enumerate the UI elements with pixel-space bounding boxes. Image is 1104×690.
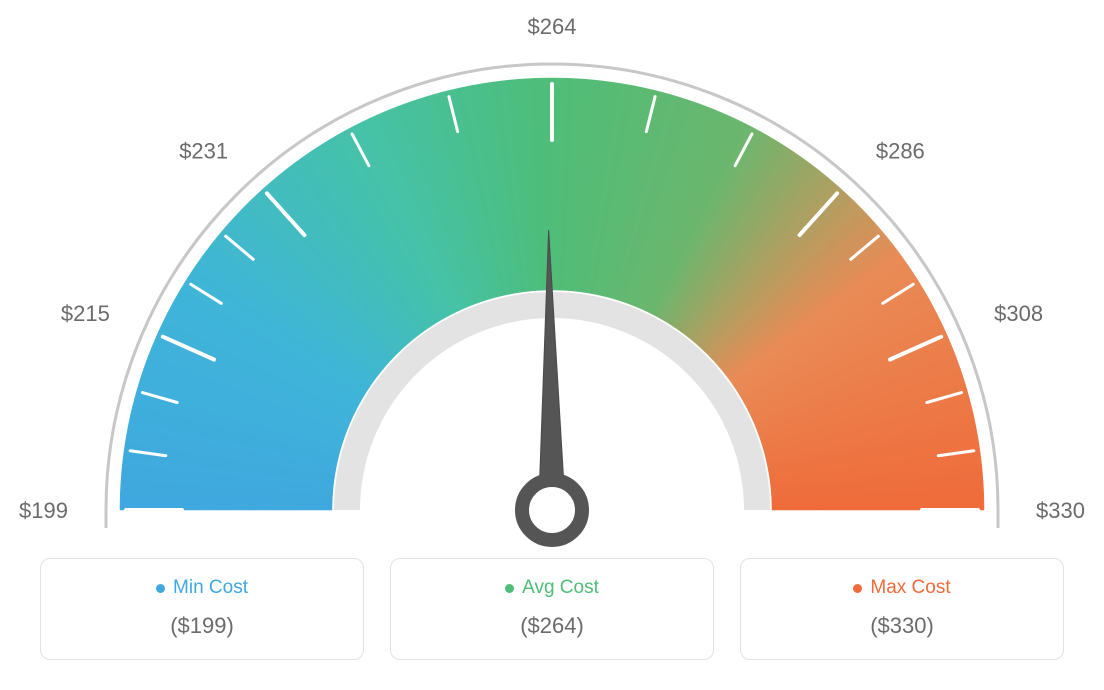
gauge-hub [522, 480, 582, 540]
gauge-svg: $199 $215 $231 $264 $286 $308 $330 [0, 0, 1104, 560]
max-cost-title: Max Cost [853, 577, 950, 599]
avg-cost-value: ($264) [401, 613, 703, 639]
gauge-tick-label: $215 [61, 301, 110, 326]
avg-cost-label: Avg Cost [522, 577, 599, 599]
min-cost-card: Min Cost ($199) [40, 558, 364, 660]
summary-cards: Min Cost ($199) Avg Cost ($264) Max Cost… [40, 558, 1064, 660]
dot-icon [505, 584, 514, 593]
min-cost-value: ($199) [51, 613, 353, 639]
gauge-tick-label: $286 [876, 138, 925, 163]
cost-gauge: $199 $215 $231 $264 $286 $308 $330 [0, 0, 1104, 560]
max-cost-value: ($330) [751, 613, 1053, 639]
gauge-tick-label: $264 [528, 14, 577, 39]
min-cost-label: Min Cost [173, 577, 248, 599]
gauge-tick-label: $199 [19, 498, 68, 523]
dot-icon [853, 584, 862, 593]
dot-icon [156, 584, 165, 593]
max-cost-card: Max Cost ($330) [740, 558, 1064, 660]
min-cost-title: Min Cost [156, 577, 248, 599]
max-cost-label: Max Cost [870, 577, 950, 599]
gauge-tick-label: $330 [1036, 498, 1085, 523]
avg-cost-title: Avg Cost [505, 577, 599, 599]
gauge-tick-label: $308 [994, 301, 1043, 326]
gauge-tick-label: $231 [179, 138, 228, 163]
avg-cost-card: Avg Cost ($264) [390, 558, 714, 660]
